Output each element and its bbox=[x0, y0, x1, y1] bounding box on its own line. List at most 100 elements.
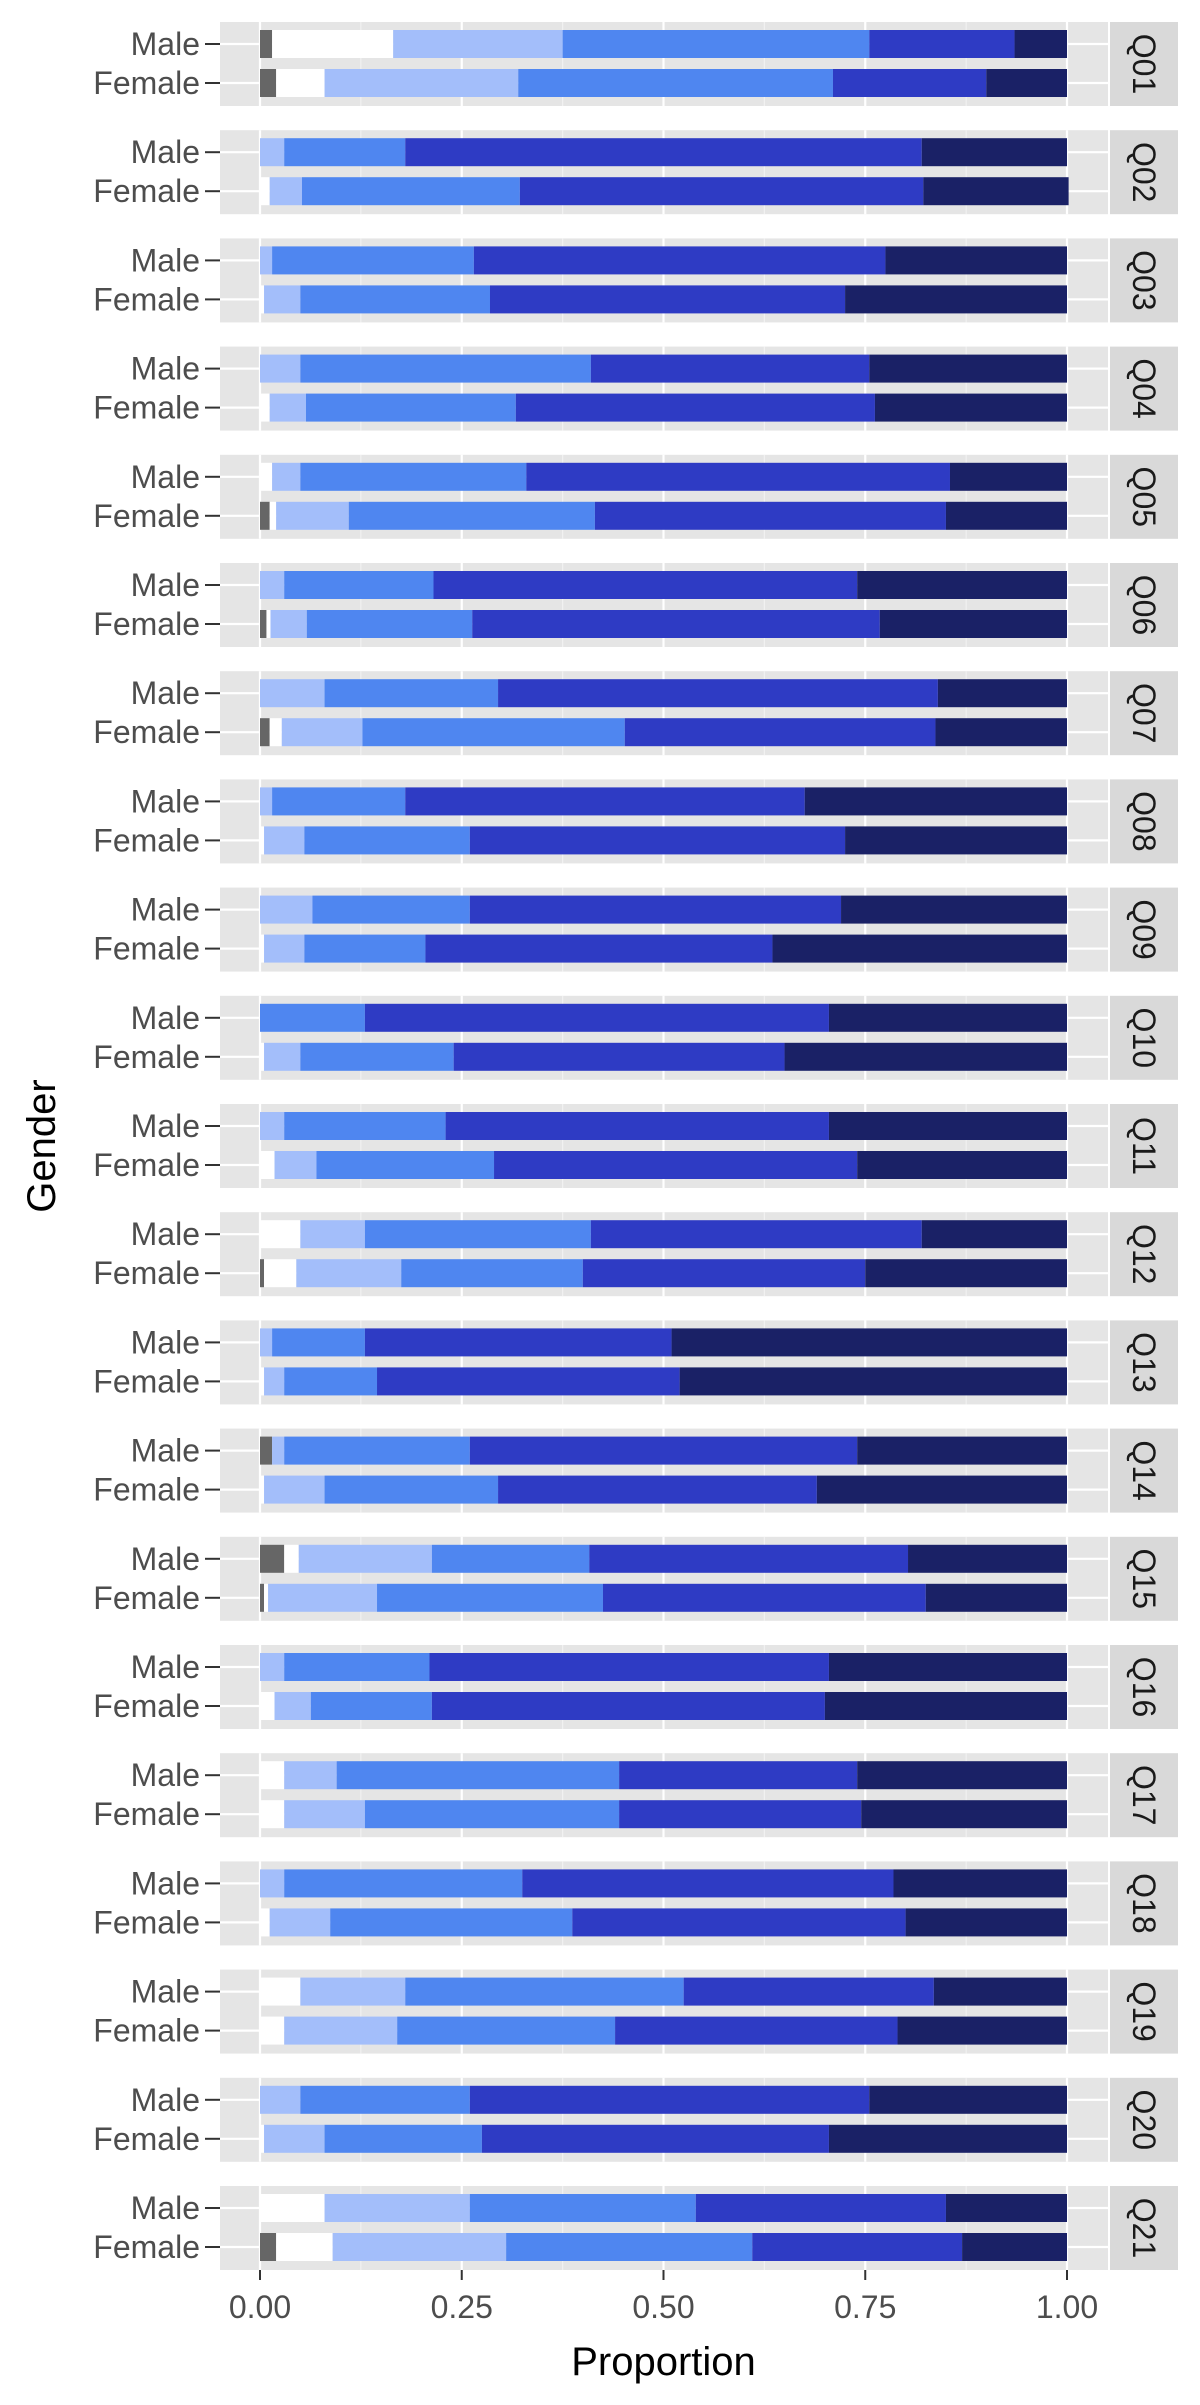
y-tick-label-female: Female bbox=[93, 390, 200, 426]
bar-segment-q17-male-3 bbox=[336, 1761, 620, 1790]
bar-segment-q10-female-1 bbox=[260, 1042, 265, 1071]
strip-background-q15 bbox=[1110, 1536, 1178, 1621]
bar-segment-q04-female-5 bbox=[874, 393, 1067, 422]
bar-segment-q12-female-1 bbox=[264, 1259, 297, 1288]
bar-segment-q07-female-1 bbox=[269, 718, 282, 747]
bar-segment-q14-female-3 bbox=[324, 1475, 499, 1504]
y-tick-label-female: Female bbox=[93, 714, 200, 750]
bar-segment-q01-male-3 bbox=[562, 30, 870, 58]
strip-background-q05 bbox=[1110, 454, 1178, 539]
bar-segment-q20-female-5 bbox=[828, 2124, 1067, 2153]
bar-segment-q05-male-5 bbox=[949, 462, 1067, 491]
bar-segment-q03-female-2 bbox=[264, 285, 301, 314]
strip-label-q06: Q06 bbox=[1126, 575, 1162, 635]
y-tick-label-male: Male bbox=[131, 2082, 200, 2118]
bar-segment-q03-female-1 bbox=[260, 285, 265, 314]
bar-segment-q11-male-4 bbox=[445, 1112, 829, 1140]
bar-segment-q02-male-2 bbox=[260, 138, 285, 167]
bar-segment-q06-female-3 bbox=[306, 610, 473, 638]
y-tick-label-male: Male bbox=[131, 2190, 200, 2226]
y-tick-label-male: Male bbox=[131, 26, 200, 62]
bar-segment-q11-female-5 bbox=[857, 1151, 1067, 1179]
strip-background-q08 bbox=[1110, 779, 1178, 864]
y-tick-label-female: Female bbox=[93, 1147, 200, 1183]
strip-background-q12 bbox=[1110, 1212, 1178, 1297]
bar-segment-q14-female-4 bbox=[498, 1475, 817, 1504]
strip-background-q10 bbox=[1110, 995, 1178, 1080]
y-tick-label-female: Female bbox=[93, 606, 200, 642]
bar-segment-q09-female-3 bbox=[304, 934, 426, 963]
bar-segment-q16-male-3 bbox=[284, 1653, 430, 1681]
bar-segment-q21-female-0 bbox=[260, 2233, 277, 2261]
bar-segment-q03-male-2 bbox=[260, 246, 273, 275]
bar-segment-q04-female-3 bbox=[305, 393, 516, 422]
y-tick-label-female: Female bbox=[93, 2229, 200, 2265]
bar-segment-q18-female-1 bbox=[260, 1908, 270, 1937]
strip-label-q05: Q05 bbox=[1126, 467, 1162, 527]
bar-segment-q01-female-0 bbox=[260, 69, 277, 97]
bar-segment-q19-male-1 bbox=[260, 1977, 301, 2006]
bar-segment-q06-female-1 bbox=[266, 610, 271, 638]
bar-segment-q12-female-0 bbox=[260, 1259, 265, 1288]
bar-segment-q17-male-1 bbox=[260, 1761, 285, 1790]
bar-segment-q07-male-3 bbox=[324, 679, 499, 708]
bar-segment-q07-female-2 bbox=[281, 718, 363, 747]
bar-segment-q18-female-4 bbox=[572, 1908, 906, 1937]
y-tick-label-female: Female bbox=[93, 65, 200, 101]
bar-segment-q05-male-2 bbox=[272, 462, 301, 491]
strip-background-q07 bbox=[1110, 671, 1178, 756]
bar-segment-q19-male-2 bbox=[300, 1977, 406, 2006]
bar-segment-q01-female-5 bbox=[986, 69, 1067, 97]
bar-segment-q06-female-2 bbox=[270, 610, 307, 638]
bar-segment-q05-female-5 bbox=[945, 501, 1067, 530]
bar-segment-q07-male-5 bbox=[937, 679, 1067, 708]
bar-segment-q02-female-1 bbox=[260, 177, 270, 206]
bar-segment-q06-female-4 bbox=[472, 610, 880, 638]
bar-segment-q19-male-5 bbox=[933, 1977, 1067, 2006]
strip-label-q01: Q01 bbox=[1126, 34, 1162, 94]
bar-segment-q15-male-1 bbox=[284, 1544, 299, 1573]
bar-segment-q01-male-5 bbox=[1014, 30, 1067, 58]
strip-background-q01 bbox=[1110, 22, 1178, 106]
bar-segment-q09-female-2 bbox=[264, 934, 305, 963]
strip-background-q11 bbox=[1110, 1104, 1178, 1188]
bar-segment-q20-female-3 bbox=[324, 2124, 482, 2153]
y-axis-title: Gender bbox=[20, 1079, 64, 1212]
y-tick-label-male: Male bbox=[131, 1108, 200, 1144]
strip-label-q13: Q13 bbox=[1126, 1332, 1162, 1392]
bar-segment-q17-female-5 bbox=[861, 1800, 1067, 1829]
bar-segment-q13-male-2 bbox=[260, 1328, 273, 1357]
bar-segment-q11-male-3 bbox=[284, 1112, 446, 1140]
bar-segment-q09-male-4 bbox=[469, 895, 842, 924]
bar-segment-q19-male-3 bbox=[405, 1977, 684, 2006]
bar-segment-q05-female-3 bbox=[348, 501, 595, 530]
bar-segment-q20-female-1 bbox=[260, 2124, 265, 2153]
bar-segment-q17-male-5 bbox=[857, 1761, 1067, 1790]
strip-background-q17 bbox=[1110, 1753, 1178, 1838]
bar-segment-q16-female-2 bbox=[274, 1692, 311, 1720]
strip-background-q21 bbox=[1110, 2186, 1178, 2270]
y-tick-label-male: Male bbox=[131, 675, 200, 711]
bar-segment-q19-female-5 bbox=[897, 2016, 1067, 2045]
strip-label-q12: Q12 bbox=[1126, 1224, 1162, 1284]
x-tick-label: 0.00 bbox=[229, 2289, 291, 2325]
bar-segment-q08-male-5 bbox=[804, 787, 1067, 816]
bar-segment-q08-male-4 bbox=[405, 787, 805, 816]
bar-segment-q01-male-4 bbox=[869, 30, 1015, 58]
bar-segment-q04-male-2 bbox=[260, 354, 301, 383]
bar-segment-q17-male-2 bbox=[284, 1761, 337, 1790]
x-tick-label: 0.50 bbox=[632, 2289, 694, 2325]
strip-label-q11: Q11 bbox=[1126, 1117, 1162, 1175]
bar-segment-q04-female-4 bbox=[515, 393, 875, 422]
strip-label-q10: Q10 bbox=[1126, 1008, 1162, 1068]
bar-segment-q07-female-5 bbox=[935, 718, 1067, 747]
bar-segment-q19-female-4 bbox=[615, 2016, 898, 2045]
bar-segment-q15-male-5 bbox=[908, 1544, 1067, 1573]
bar-segment-q05-male-1 bbox=[260, 462, 273, 491]
y-tick-label-male: Male bbox=[131, 1865, 200, 1901]
bar-segment-q12-male-3 bbox=[364, 1220, 591, 1249]
strip-background-q09 bbox=[1110, 887, 1178, 972]
bar-segment-q14-male-2 bbox=[272, 1436, 285, 1465]
bar-segment-q16-female-5 bbox=[824, 1692, 1067, 1720]
bar-segment-q15-male-3 bbox=[431, 1544, 590, 1573]
